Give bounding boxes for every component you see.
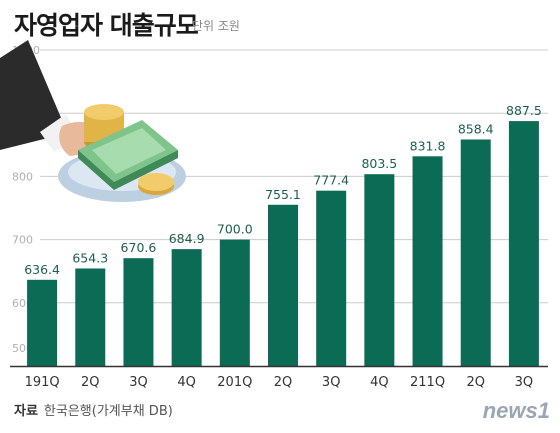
x-tick-label: 2Q xyxy=(274,375,293,390)
y-tick-label: 800 xyxy=(12,170,33,183)
value-label: 700.0 xyxy=(217,222,253,237)
x-tick-label: 3Q xyxy=(129,375,148,390)
value-label: 777.4 xyxy=(313,173,349,188)
bar xyxy=(460,139,491,366)
x-tick-label: 4Q xyxy=(370,375,389,390)
x-tick-label: 2Q xyxy=(466,375,485,390)
x-tick-labels: 191Q 2Q 3Q 4Q 201Q 2Q 3Q 4Q 211Q 2Q 3Q xyxy=(25,375,534,390)
value-label: 887.5 xyxy=(506,103,542,118)
bar xyxy=(219,239,250,366)
x-tick-label: 201Q xyxy=(217,375,252,390)
bar xyxy=(412,156,443,366)
news1-logo: news1 xyxy=(482,398,550,423)
value-label: 831.8 xyxy=(410,138,446,153)
x-tick-label: 191Q xyxy=(25,375,60,390)
value-label: 684.9 xyxy=(169,231,205,246)
value-label: 670.6 xyxy=(121,240,157,255)
chart-title: 자영업자 대출규모 xyxy=(14,11,199,40)
value-label: 858.4 xyxy=(458,121,494,136)
x-tick-label: 211Q xyxy=(410,375,445,390)
source-note: 자료 한국은행(가계부채 DB) xyxy=(14,400,173,419)
x-tick-label: 4Q xyxy=(177,375,196,390)
bars xyxy=(27,121,539,366)
value-label: 654.3 xyxy=(72,250,108,265)
bar xyxy=(75,268,106,366)
value-label: 636.4 xyxy=(24,262,60,277)
bar xyxy=(123,258,154,366)
value-label: 755.1 xyxy=(265,187,301,202)
bar xyxy=(364,174,395,366)
x-tick-label: 3Q xyxy=(322,375,341,390)
bar xyxy=(27,279,58,366)
bar xyxy=(316,190,347,366)
y-tick-label: 700 xyxy=(12,234,33,247)
x-tick-label: 2Q xyxy=(81,375,100,390)
source-text: 한국은행(가계부채 DB) xyxy=(43,404,173,419)
value-labels: 636.4 654.3 670.6 684.9 700.0 755.1 777.4 803.5… xyxy=(24,103,542,277)
unit-label: 단위 조원 xyxy=(192,19,240,33)
money-illustration xyxy=(0,40,186,202)
bar xyxy=(171,249,202,366)
bar xyxy=(268,204,298,366)
bar xyxy=(508,121,539,366)
source-label: 자료 xyxy=(14,404,38,419)
value-label: 803.5 xyxy=(361,156,397,171)
sleeve-icon xyxy=(0,40,62,150)
x-tick-label: 3Q xyxy=(515,375,534,390)
